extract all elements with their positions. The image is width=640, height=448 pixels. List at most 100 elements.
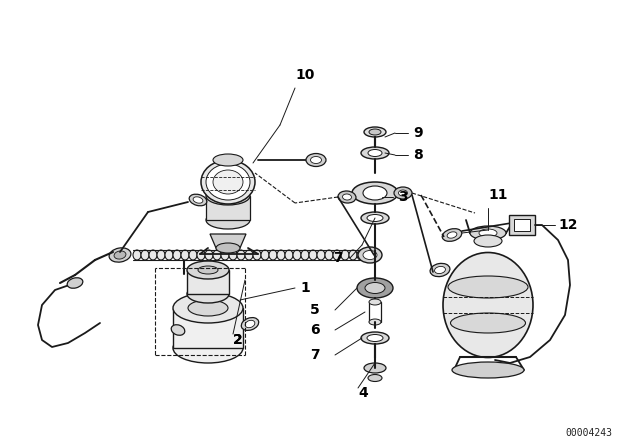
Ellipse shape <box>368 375 382 382</box>
Ellipse shape <box>364 127 386 137</box>
Ellipse shape <box>189 194 207 206</box>
Ellipse shape <box>187 261 229 279</box>
Ellipse shape <box>325 250 333 260</box>
Ellipse shape <box>474 235 502 247</box>
Ellipse shape <box>363 186 387 200</box>
Ellipse shape <box>213 250 221 260</box>
Ellipse shape <box>173 333 243 363</box>
Ellipse shape <box>188 300 228 316</box>
FancyBboxPatch shape <box>369 302 381 322</box>
Ellipse shape <box>206 164 250 200</box>
Ellipse shape <box>229 250 237 260</box>
Ellipse shape <box>197 250 205 260</box>
Text: 5: 5 <box>310 303 320 317</box>
Ellipse shape <box>357 278 393 298</box>
Ellipse shape <box>221 250 229 260</box>
Ellipse shape <box>261 250 269 260</box>
Ellipse shape <box>114 251 126 259</box>
Ellipse shape <box>187 285 229 303</box>
Text: 1: 1 <box>300 281 310 295</box>
Ellipse shape <box>241 318 259 331</box>
Ellipse shape <box>253 250 261 260</box>
Ellipse shape <box>470 226 506 240</box>
Ellipse shape <box>206 211 250 229</box>
Ellipse shape <box>269 250 277 260</box>
Ellipse shape <box>285 250 293 260</box>
Ellipse shape <box>447 232 457 238</box>
Text: 2: 2 <box>233 333 243 347</box>
Ellipse shape <box>333 250 341 260</box>
Ellipse shape <box>361 332 389 344</box>
Ellipse shape <box>342 194 351 200</box>
Ellipse shape <box>435 267 445 274</box>
Ellipse shape <box>172 325 185 335</box>
Ellipse shape <box>452 362 524 378</box>
Ellipse shape <box>293 250 301 260</box>
Ellipse shape <box>213 154 243 166</box>
Ellipse shape <box>245 320 255 327</box>
Ellipse shape <box>157 250 165 260</box>
Ellipse shape <box>369 129 381 135</box>
Ellipse shape <box>352 182 398 204</box>
Text: 2: 2 <box>233 333 243 347</box>
Text: 8: 8 <box>413 148 423 162</box>
Ellipse shape <box>149 250 157 260</box>
Ellipse shape <box>216 243 240 253</box>
Text: 7: 7 <box>333 251 342 265</box>
Ellipse shape <box>363 250 377 259</box>
Ellipse shape <box>317 250 325 260</box>
Ellipse shape <box>206 187 250 205</box>
Ellipse shape <box>109 248 131 262</box>
Ellipse shape <box>442 228 462 241</box>
Ellipse shape <box>341 250 349 260</box>
Ellipse shape <box>358 247 382 263</box>
Ellipse shape <box>430 263 450 276</box>
Ellipse shape <box>309 250 317 260</box>
Ellipse shape <box>173 250 181 260</box>
Ellipse shape <box>141 250 149 260</box>
Ellipse shape <box>213 170 243 194</box>
Ellipse shape <box>306 154 326 167</box>
FancyBboxPatch shape <box>187 270 229 294</box>
Ellipse shape <box>189 250 197 260</box>
Polygon shape <box>210 234 246 248</box>
Ellipse shape <box>368 150 382 156</box>
Ellipse shape <box>301 250 309 260</box>
Text: 7: 7 <box>310 348 319 362</box>
Ellipse shape <box>349 250 357 260</box>
Ellipse shape <box>365 283 385 293</box>
FancyBboxPatch shape <box>206 196 250 220</box>
Text: 3: 3 <box>398 190 408 204</box>
Ellipse shape <box>479 229 497 237</box>
Ellipse shape <box>173 293 243 323</box>
FancyBboxPatch shape <box>509 215 535 235</box>
Text: 10: 10 <box>295 68 314 82</box>
Ellipse shape <box>205 250 213 260</box>
Ellipse shape <box>201 160 255 204</box>
Ellipse shape <box>237 250 245 260</box>
Ellipse shape <box>181 250 189 260</box>
Ellipse shape <box>364 363 386 373</box>
Text: 11: 11 <box>488 188 508 202</box>
Text: 6: 6 <box>310 323 319 337</box>
Ellipse shape <box>367 215 383 221</box>
Ellipse shape <box>448 276 528 298</box>
Ellipse shape <box>165 250 173 260</box>
Text: 00004243: 00004243 <box>565 428 612 438</box>
FancyBboxPatch shape <box>173 308 243 348</box>
FancyBboxPatch shape <box>514 219 530 231</box>
Text: 4: 4 <box>358 386 368 400</box>
Ellipse shape <box>361 147 389 159</box>
Ellipse shape <box>443 253 533 358</box>
Ellipse shape <box>369 299 381 305</box>
Text: 12: 12 <box>558 218 577 232</box>
Ellipse shape <box>394 187 412 199</box>
Ellipse shape <box>67 278 83 288</box>
Ellipse shape <box>277 250 285 260</box>
Ellipse shape <box>399 190 408 196</box>
Ellipse shape <box>367 335 383 341</box>
Ellipse shape <box>198 266 218 274</box>
Ellipse shape <box>310 156 321 164</box>
Text: 9: 9 <box>413 126 422 140</box>
Ellipse shape <box>133 250 141 260</box>
